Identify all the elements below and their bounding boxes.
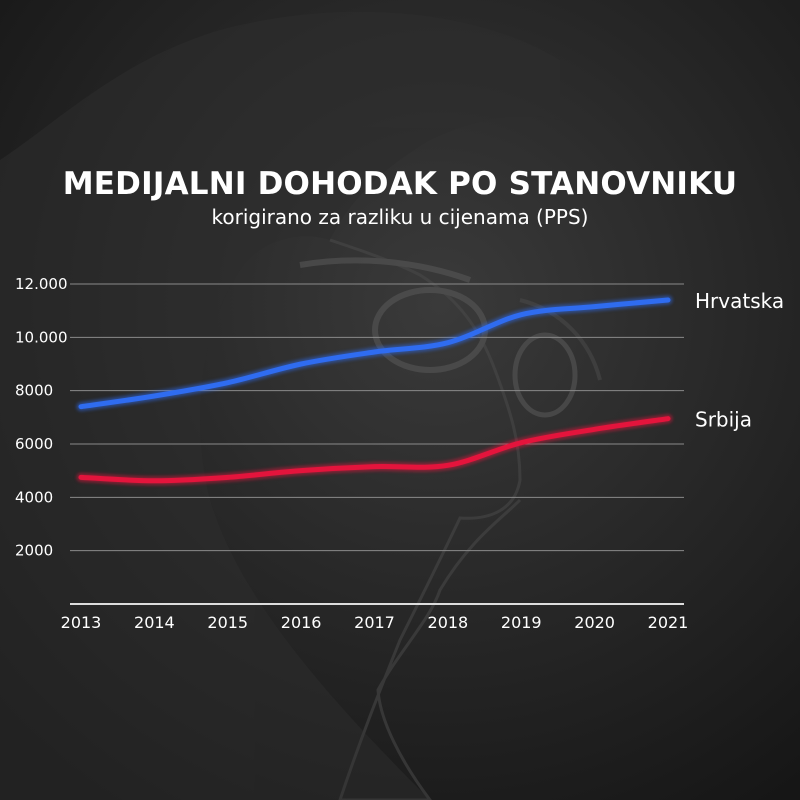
chart-title: MEDIJALNI DOHODAK PO STANOVNIKU bbox=[62, 166, 738, 202]
y-tick-label: 10.000 bbox=[15, 328, 68, 346]
x-tick-label: 2015 bbox=[207, 613, 248, 632]
x-tick-label: 2013 bbox=[61, 613, 102, 632]
series-line-srbija bbox=[78, 416, 671, 484]
x-tick-label: 2021 bbox=[648, 613, 689, 632]
series-line-hrvatska bbox=[78, 297, 671, 410]
chart-subtitle: korigirano za razliku u cijenama (PPS) bbox=[211, 205, 589, 229]
series-label-hrvatska: Hrvatska bbox=[695, 289, 784, 313]
y-tick-label: 12.000 bbox=[15, 275, 68, 293]
x-axis: 2013 2014 2015 2016 2017 2018 2019 2020 2021 bbox=[61, 613, 689, 632]
y-tick-label: 2000 bbox=[15, 542, 53, 560]
series-label-srbija: Srbija bbox=[695, 408, 752, 432]
x-tick-label: 2020 bbox=[574, 613, 615, 632]
y-tick-label: 8000 bbox=[15, 382, 53, 400]
x-tick-label: 2018 bbox=[428, 613, 469, 632]
series-labels: Hrvatska Srbija bbox=[695, 289, 784, 432]
x-tick-label: 2014 bbox=[134, 613, 175, 632]
x-tick-label: 2019 bbox=[501, 613, 542, 632]
y-tick-label: 4000 bbox=[15, 488, 53, 506]
y-tick-label: 6000 bbox=[15, 435, 53, 453]
y-axis: 2000 4000 6000 8000 10.000 12.000 bbox=[15, 275, 68, 560]
x-tick-label: 2016 bbox=[281, 613, 322, 632]
x-tick-label: 2017 bbox=[354, 613, 395, 632]
series-lines bbox=[76, 295, 673, 486]
